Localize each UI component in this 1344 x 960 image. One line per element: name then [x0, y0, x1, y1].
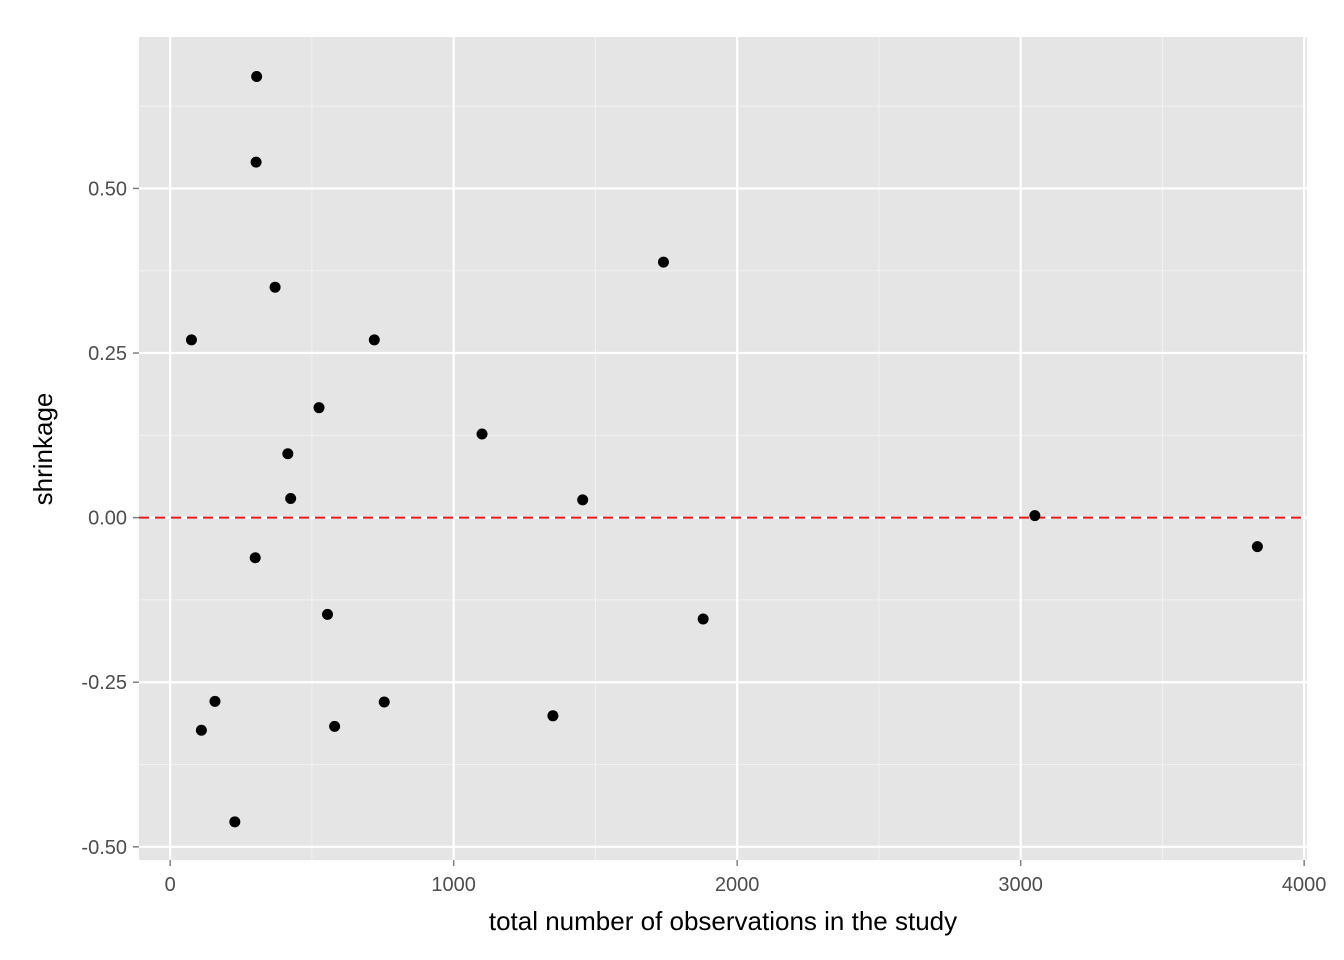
data-point	[1029, 510, 1041, 522]
x-axis-ticks: 0 1000 2000 3000 4000	[165, 860, 1327, 896]
data-point	[282, 448, 294, 460]
minor-gridlines	[139, 37, 1307, 860]
data-point	[285, 493, 297, 505]
data-point	[185, 334, 197, 346]
data-point	[697, 613, 709, 625]
data-point	[229, 816, 241, 828]
y-tick-label: -0.50	[81, 837, 127, 859]
data-point	[209, 695, 221, 707]
data-point	[249, 552, 261, 564]
data-point	[1251, 541, 1263, 553]
y-tick-label: 0.00	[88, 508, 127, 530]
y-tick-label: 0.50	[88, 178, 127, 200]
data-point	[195, 724, 207, 736]
data-point	[378, 696, 390, 708]
x-tick-label: 2000	[715, 874, 760, 896]
x-axis-title: total number of observations in the stud…	[489, 906, 957, 936]
data-point	[368, 334, 380, 346]
data-point	[251, 71, 263, 83]
y-tick-label: 0.25	[88, 343, 127, 365]
x-tick-label: 3000	[998, 874, 1043, 896]
x-tick-label: 1000	[431, 874, 476, 896]
x-tick-label: 0	[165, 874, 176, 896]
data-point	[577, 494, 589, 506]
data-point	[250, 156, 262, 168]
y-axis-ticks: -0.50 -0.25 0.00 0.25 0.50	[81, 178, 139, 859]
y-axis-title: shrinkage	[28, 393, 58, 506]
data-point	[269, 281, 281, 293]
data-point	[322, 608, 334, 620]
x-tick-label: 4000	[1282, 874, 1327, 896]
data-point	[476, 428, 488, 440]
data-points	[185, 71, 1263, 828]
data-point	[657, 256, 669, 268]
plot-panel	[139, 37, 1307, 860]
data-point	[547, 710, 559, 722]
y-tick-label: -0.25	[81, 672, 127, 694]
data-point	[329, 720, 341, 732]
data-point	[313, 402, 325, 414]
